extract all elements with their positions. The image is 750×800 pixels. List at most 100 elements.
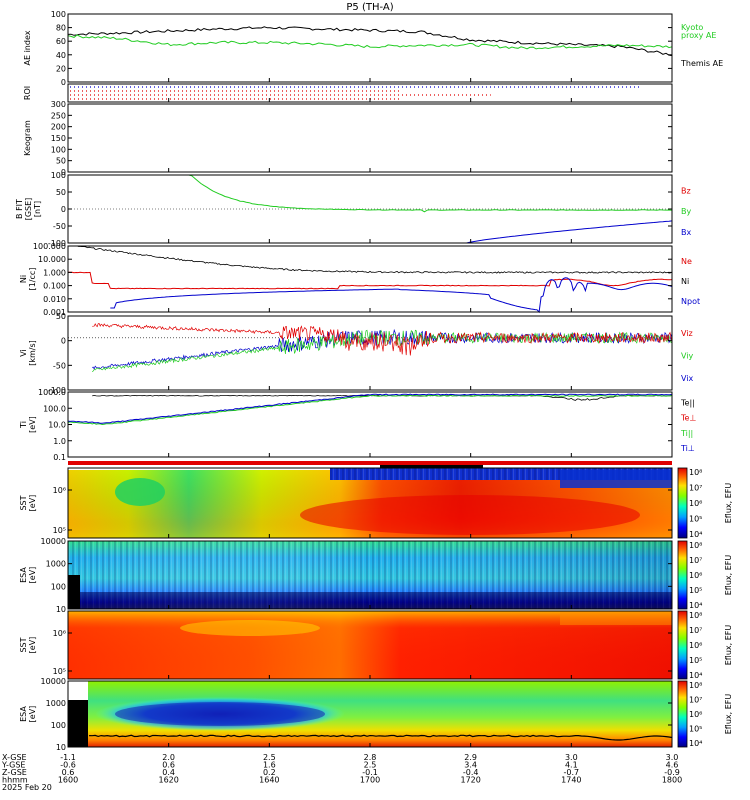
ytick-label-b: -50 [53,222,66,231]
legend-vi-0: Viz [681,329,693,338]
legend-ae-2: Themis AE [680,59,723,68]
xaxis-row-label-3: hhmm [2,776,28,785]
ylabel-roi: ROI [23,86,32,100]
ylabel-ti: Ti [19,421,28,429]
legend-ni-1: Ni [681,277,689,286]
xaxis-row-label-0: X-GSE [2,753,27,762]
ytick-label-esa_e: 100 [51,721,66,730]
sst-ion-mode-bar [68,461,672,465]
xaxis-value: -0.1 [362,768,378,777]
colorbar-sst_e [677,610,688,680]
series-viz [92,323,673,356]
legend-b-0: Bz [681,187,691,196]
ylabel-keo: Keogram [23,120,32,156]
cbar-label-sst_i: Eflux, EFU [724,483,733,524]
cbar-label-sst_e: Eflux, EFU [724,625,733,666]
series-by [188,174,673,213]
xaxis-value: 1600 [58,776,78,785]
ytick-label-esa_e: 10 [56,743,66,752]
colorbar-esa_i [677,540,688,610]
ytick-label-ae: 60 [56,37,66,46]
xaxis-value: 0.4 [162,768,175,777]
ytick-label-esa_i: 10 [56,605,66,614]
legend-ti-0: Te|| [680,399,695,408]
legend-ti-3: Ti⊥ [680,444,695,453]
ytick-label-vi: -100 [48,386,66,395]
cbar-tick-esa_i: 10⁵ [689,586,702,595]
sst-ion-burst-bar [380,465,483,468]
xaxis-value: 1740 [561,776,581,785]
xaxis-value: 2.5 [364,761,377,770]
ytick-label-ni: 100.000 [33,242,66,251]
cbar-tick-sst_e: 10⁷ [689,626,702,635]
xaxis-value: -1.1 [60,753,76,762]
ytick-label-sst_e: 10⁶ [53,629,66,638]
xaxis-value: 3.0 [565,753,578,762]
legend-ti-2: Ti|| [680,429,693,438]
ylabel-sst_i-1: [eV] [28,495,37,512]
panel-frame-ni [67,245,673,313]
ytick-label-b: 100 [51,171,66,180]
ytick-label-b: 50 [56,188,66,197]
ytick-label-esa_i: 10000 [41,537,66,546]
cbar-tick-esa_i: 10⁴ [689,601,702,610]
legend-ae-1: proxy AE [681,31,716,40]
xaxis-value: 1640 [259,776,279,785]
ytick-label-keo: 100 [51,145,66,154]
ylabel-ti-1: [eV] [28,416,37,433]
xaxis-value: 0.6 [162,761,175,770]
series-viy [91,329,673,372]
xaxis-value: 1700 [360,776,380,785]
ytick-label-ae: 20 [56,64,66,73]
series-ti-par [67,394,673,426]
ytick-label-esa_i: 1000 [46,560,66,569]
legend-ti-1: Te⊥ [680,414,696,423]
ytick-label-ae: 80 [56,24,66,33]
cbar-tick-sst_i: 10⁵ [689,515,702,524]
cbar-tick-esa_e: 10⁵ [689,725,702,734]
colorbar-esa_e [677,680,688,748]
cbar-tick-sst_e: 10⁸ [689,611,702,620]
cbar-tick-esa_e: 10⁷ [689,696,702,705]
xaxis-date: 2025 Feb 20 [2,783,52,792]
cbar-label-esa_i: Eflux, EFU [724,555,733,596]
ytick-label-ae: 0 [61,78,66,87]
ytick-label-sst_e: 10⁵ [53,667,66,676]
ytick-label-vi: 0 [61,337,66,346]
cbar-tick-esa_e: 10⁸ [689,681,702,690]
ytick-label-esa_e: 1000 [46,699,66,708]
panel-frame-ti [67,391,673,458]
legend-vi-2: Vix [681,374,694,383]
panel-frame-ae [67,13,673,83]
xaxis-value: 1620 [158,776,178,785]
ylabel-b-1: [GSE] [24,198,33,221]
xaxis-value: 2.9 [464,753,477,762]
cbar-label-esa_e: Eflux, EFU [724,694,733,735]
ytick-label-ni: 0.100 [43,282,66,291]
ylabel-esa_e: ESA [19,706,28,722]
cbar-tick-sst_i: 10⁸ [689,468,702,477]
ytick-label-sst_i: 10⁶ [53,486,66,495]
ytick-label-keo: 200 [51,123,66,132]
xaxis-value: 0.6 [62,768,75,777]
xaxis-value: -0.7 [564,768,580,777]
ytick-label-ti: 100.0 [43,404,66,413]
spectrograms [68,461,672,747]
ytick-label-vi: 50 [56,312,66,321]
xaxis-value: 1.6 [263,761,276,770]
cbar-tick-esa_e: 10⁴ [689,739,702,748]
ylabel-vi: Vi [19,349,28,357]
sst-electron-spectrogram [68,611,672,679]
cbar-tick-sst_e: 10⁵ [689,656,702,665]
cbar-tick-esa_i: 10⁷ [689,556,702,565]
cbar-tick-esa_e: 10⁶ [689,710,702,719]
xaxis-value: 1800 [662,776,682,785]
ylabel-vi-1: [km/s] [28,340,37,366]
xaxis-value: 3.0 [666,753,679,762]
ytick-label-keo: 250 [51,111,66,120]
ytick-label-b: 0 [61,205,66,214]
esa-electron-spectrogram [68,681,672,747]
xaxis-value: 0.2 [263,768,276,777]
ytick-label-ti: 1000.0 [38,388,66,397]
